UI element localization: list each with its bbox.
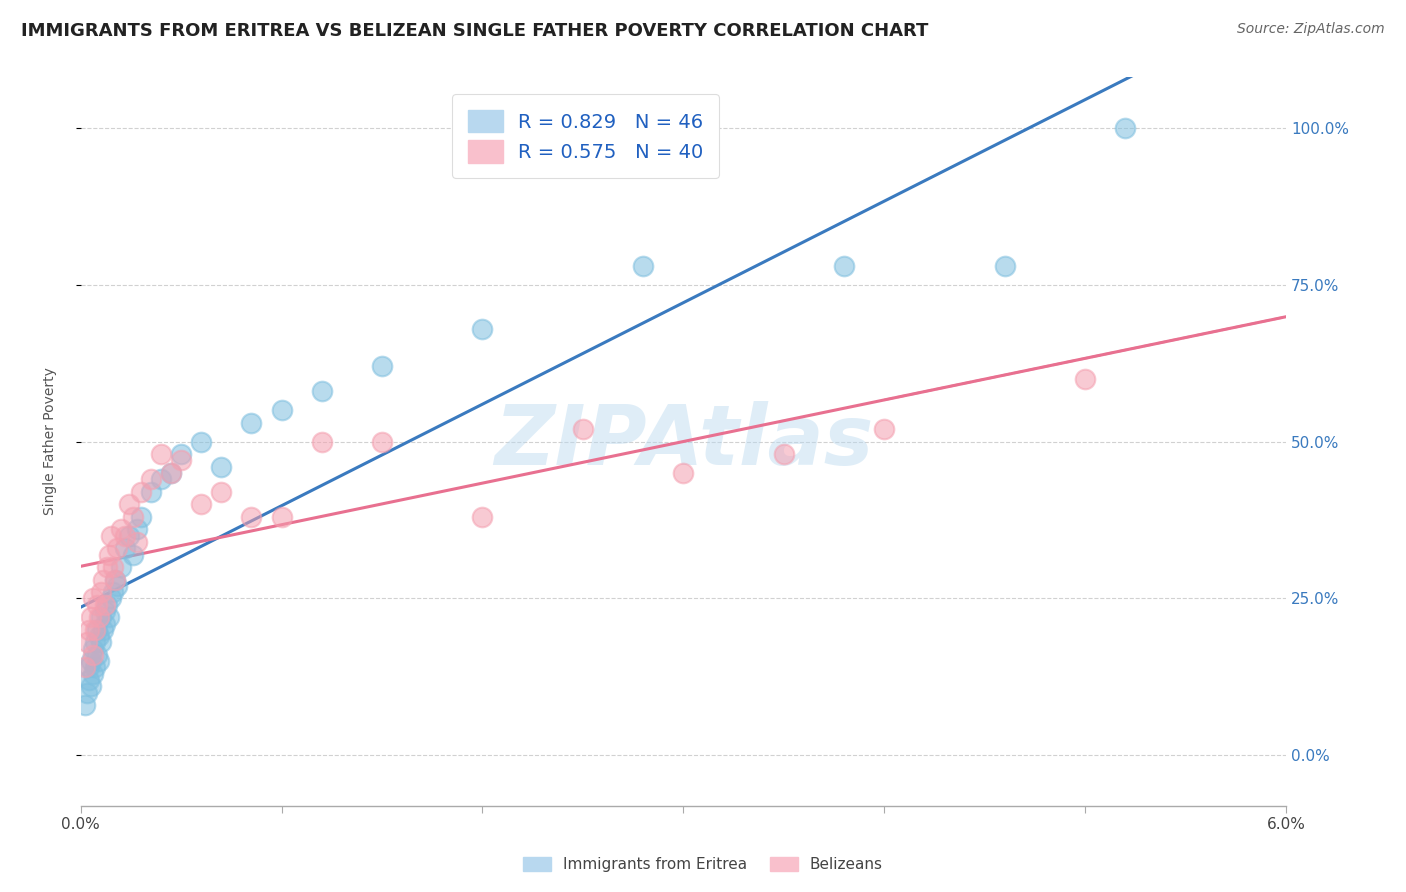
Legend: Immigrants from Eritrea, Belizeans: Immigrants from Eritrea, Belizeans — [516, 849, 890, 880]
Point — [73, 698, 96, 713]
Point — [311, 384, 333, 399]
Point — [631, 259, 654, 273]
Point — [82, 591, 104, 606]
Point — [139, 472, 162, 486]
Point — [150, 447, 173, 461]
Point — [90, 610, 112, 624]
Point — [572, 422, 595, 436]
Point — [94, 604, 117, 618]
Point — [87, 629, 110, 643]
Point — [270, 509, 292, 524]
Point — [86, 598, 108, 612]
Point — [371, 434, 394, 449]
Point — [160, 466, 183, 480]
Point — [83, 660, 105, 674]
Point — [73, 660, 96, 674]
Point — [101, 585, 124, 599]
Point — [97, 610, 120, 624]
Legend: R = 0.829   N = 46, R = 0.575   N = 40: R = 0.829 N = 46, R = 0.575 N = 40 — [451, 95, 718, 178]
Point — [311, 434, 333, 449]
Point — [110, 522, 132, 536]
Point — [101, 560, 124, 574]
Point — [104, 573, 127, 587]
Point — [240, 416, 263, 430]
Point — [105, 541, 128, 556]
Point — [82, 666, 104, 681]
Point — [994, 259, 1017, 273]
Point — [97, 548, 120, 562]
Point — [83, 623, 105, 637]
Point — [91, 573, 114, 587]
Point — [96, 560, 118, 574]
Point — [1074, 372, 1097, 386]
Point — [873, 422, 896, 436]
Point — [125, 522, 148, 536]
Point — [90, 585, 112, 599]
Point — [94, 616, 117, 631]
Point — [170, 453, 193, 467]
Point — [76, 685, 98, 699]
Point — [104, 573, 127, 587]
Point — [371, 359, 394, 374]
Point — [672, 466, 695, 480]
Point — [125, 535, 148, 549]
Point — [190, 497, 212, 511]
Point — [94, 598, 117, 612]
Point — [91, 623, 114, 637]
Point — [114, 529, 136, 543]
Point — [77, 623, 100, 637]
Point — [80, 610, 103, 624]
Point — [209, 484, 232, 499]
Point — [87, 610, 110, 624]
Point — [76, 635, 98, 649]
Point — [209, 459, 232, 474]
Point — [96, 598, 118, 612]
Point — [82, 641, 104, 656]
Point — [129, 484, 152, 499]
Point — [82, 648, 104, 662]
Point — [122, 509, 145, 524]
Point — [118, 497, 141, 511]
Point — [100, 529, 122, 543]
Point — [170, 447, 193, 461]
Point — [90, 635, 112, 649]
Point — [471, 321, 494, 335]
Point — [86, 648, 108, 662]
Point — [190, 434, 212, 449]
Point — [139, 484, 162, 499]
Point — [270, 403, 292, 417]
Point — [83, 635, 105, 649]
Point — [80, 679, 103, 693]
Point — [77, 673, 100, 687]
Point — [80, 654, 103, 668]
Point — [86, 623, 108, 637]
Text: Source: ZipAtlas.com: Source: ZipAtlas.com — [1237, 22, 1385, 37]
Point — [160, 466, 183, 480]
Point — [240, 509, 263, 524]
Point — [87, 654, 110, 668]
Text: ZIPAtlas: ZIPAtlas — [494, 401, 873, 482]
Point — [832, 259, 855, 273]
Point — [471, 509, 494, 524]
Point — [100, 591, 122, 606]
Point — [118, 529, 141, 543]
Point — [150, 472, 173, 486]
Point — [105, 579, 128, 593]
Point — [77, 660, 100, 674]
Point — [772, 447, 794, 461]
Point — [1114, 120, 1136, 135]
Point — [114, 541, 136, 556]
Point — [122, 548, 145, 562]
Point — [129, 509, 152, 524]
Y-axis label: Single Father Poverty: Single Father Poverty — [44, 368, 58, 516]
Text: IMMIGRANTS FROM ERITREA VS BELIZEAN SINGLE FATHER POVERTY CORRELATION CHART: IMMIGRANTS FROM ERITREA VS BELIZEAN SING… — [21, 22, 928, 40]
Point — [110, 560, 132, 574]
